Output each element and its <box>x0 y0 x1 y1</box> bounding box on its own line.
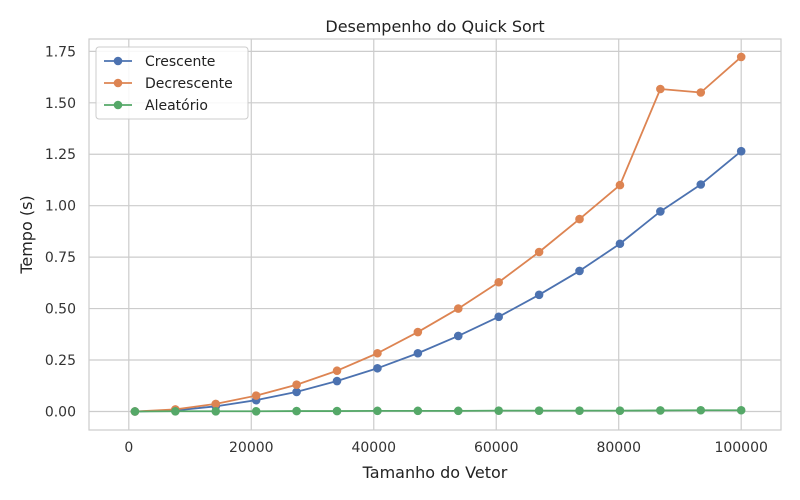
data-point-aleatorio <box>575 406 584 415</box>
x-tick-labels: 0 20000 40000 60000 80000 100000 <box>124 440 768 456</box>
data-point-aleatorio <box>211 406 221 416</box>
data-point-crescente <box>615 239 625 249</box>
data-point-crescente <box>332 376 342 386</box>
legend-marker-crescente <box>113 56 123 66</box>
series-line-crescente <box>134 150 742 413</box>
data-point-aleatorio <box>332 406 342 416</box>
data-point-aleatorio <box>656 406 665 415</box>
series-decrescente <box>130 52 746 416</box>
y-axis-title: Tempo (s) <box>17 195 36 274</box>
x-tick-label: 40000 <box>351 440 396 456</box>
series-line-decrescente <box>134 56 742 413</box>
y-tick-label: 1.50 <box>45 96 76 112</box>
data-point-crescente <box>494 312 503 322</box>
legend: Crescente Decrescente Aleatório <box>95 46 249 120</box>
data-point-aleatorio <box>494 406 503 415</box>
data-point-aleatorio <box>171 406 180 416</box>
x-tick-label: 80000 <box>596 440 641 456</box>
data-point-crescente <box>656 207 665 216</box>
x-tick-label: 0 <box>124 440 133 456</box>
data-point-decrescente <box>413 327 423 337</box>
data-point-aleatorio <box>130 407 140 416</box>
data-point-aleatorio <box>251 406 261 416</box>
data-point-decrescente <box>736 52 746 62</box>
data-point-crescente <box>696 180 706 189</box>
y-tick-label: 1.75 <box>45 44 76 60</box>
data-point-crescente <box>373 363 382 373</box>
data-point-decrescente <box>696 88 706 97</box>
data-point-decrescente <box>575 214 584 224</box>
series-line-aleatorio <box>134 409 742 413</box>
data-point-aleatorio <box>534 406 544 415</box>
y-tick-labels: 0.00 0.25 0.50 0.75 1.00 1.25 1.50 1.75 <box>45 44 76 420</box>
y-tick-label: 0.25 <box>45 353 76 369</box>
data-point-decrescente <box>534 247 544 257</box>
data-point-aleatorio <box>696 405 706 415</box>
data-point-decrescente <box>292 380 301 390</box>
series-aleatorio <box>130 405 746 416</box>
legend-marker-aleatorio <box>113 100 123 110</box>
data-point-decrescente <box>211 399 221 409</box>
y-tick-label: 0.75 <box>45 250 76 266</box>
legend-item-aleatorio: Aleatório <box>104 98 208 114</box>
y-tick-label: 1.00 <box>45 199 76 215</box>
data-point-decrescente <box>251 391 261 400</box>
data-point-aleatorio <box>292 406 301 416</box>
x-tick-label: 60000 <box>474 440 519 456</box>
data-point-decrescente <box>373 348 382 358</box>
legend-label-crescente: Crescente <box>145 54 215 70</box>
data-point-crescente <box>413 348 423 358</box>
data-point-decrescente <box>332 366 342 376</box>
data-point-aleatorio <box>373 406 382 416</box>
data-point-crescente <box>575 266 584 276</box>
legend-label-aleatorio: Aleatório <box>145 98 208 114</box>
x-tick-label: 20000 <box>229 440 274 456</box>
data-point-crescente <box>292 387 301 397</box>
legend-item-crescente: Crescente <box>104 54 215 70</box>
legend-item-decrescente: Decrescente <box>104 76 233 92</box>
data-point-aleatorio <box>615 406 625 415</box>
y-tick-label: 1.25 <box>45 147 76 163</box>
x-axis-title: Tamanho do Vetor <box>362 463 508 482</box>
data-point-decrescente <box>615 180 625 190</box>
data-point-decrescente <box>453 304 463 313</box>
chart-title: Desempenho do Quick Sort <box>325 17 544 36</box>
y-tick-label: 0.00 <box>45 404 76 420</box>
y-tick-label: 0.50 <box>45 302 76 318</box>
data-point-aleatorio <box>736 405 746 415</box>
data-point-crescente <box>736 146 746 156</box>
data-point-aleatorio <box>413 406 423 416</box>
data-point-crescente <box>534 290 544 300</box>
data-point-aleatorio <box>453 406 463 416</box>
legend-marker-decrescente <box>113 78 123 88</box>
data-point-decrescente <box>494 277 503 287</box>
data-point-crescente <box>453 331 463 341</box>
legend-box <box>95 46 249 120</box>
legend-label-decrescente: Decrescente <box>145 76 233 92</box>
series-group <box>130 52 746 416</box>
data-point-decrescente <box>656 84 665 94</box>
x-tick-label: 100000 <box>714 440 767 456</box>
